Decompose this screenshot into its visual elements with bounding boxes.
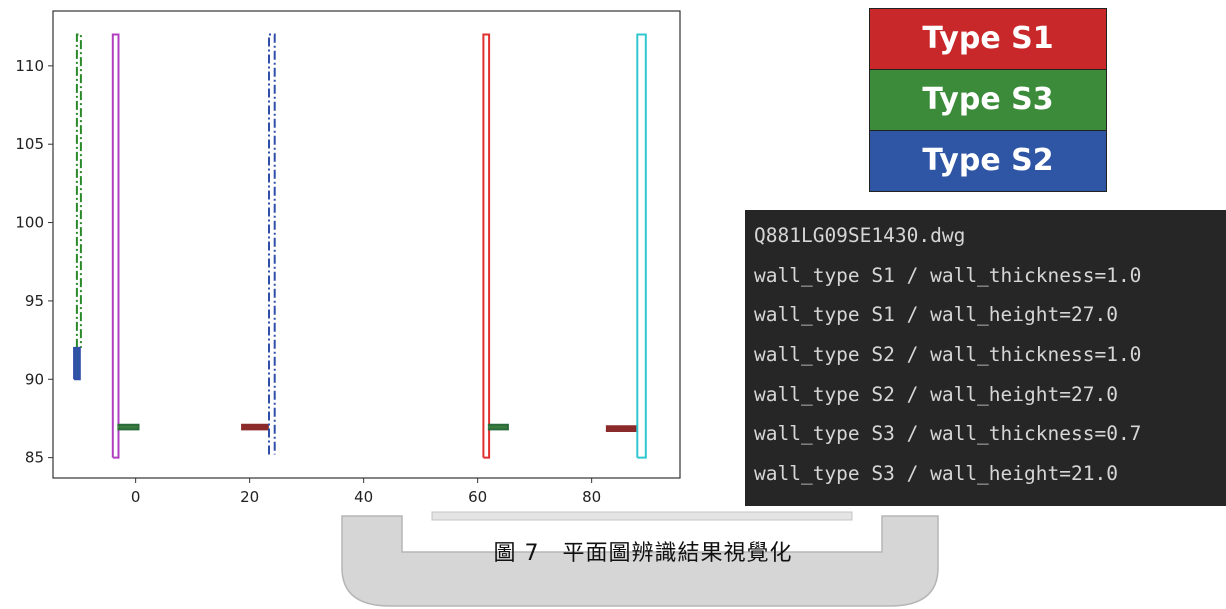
- wall-series-7: [487, 423, 509, 431]
- x-tick-label: 40: [354, 488, 373, 506]
- wall-plot: 0 20 40 60 80 85 90 95 100 105 110: [15, 10, 681, 506]
- wall-type-legend: Type S1 Type S3 Type S2: [869, 8, 1107, 192]
- console-line: wall_type S2 / wall_thickness=1.0: [754, 343, 1142, 367]
- wall-series-0: [75, 33, 82, 348]
- wall-series-8: [605, 425, 637, 432]
- legend-item-type-s2: Type S2: [870, 131, 1106, 191]
- wall-series-9: [636, 33, 647, 459]
- legend-item-type-s3: Type S3: [870, 70, 1106, 131]
- wall-series-3: [117, 423, 140, 431]
- caption-bracket: [341, 511, 939, 607]
- console-line: wall_type S3 / wall_thickness=0.7: [754, 422, 1142, 446]
- plot-frame: [52, 10, 681, 479]
- y-tick-label: 95: [25, 292, 44, 310]
- wall-series-6: [482, 33, 491, 459]
- console-line: wall_type S2 / wall_height=27.0: [754, 382, 1118, 406]
- x-tick-label: 20: [240, 488, 259, 506]
- console-line: wall_type S3 / wall_height=21.0: [754, 462, 1118, 486]
- y-tick-label: 100: [15, 214, 44, 232]
- console-line: Q881LG09SE1430.dwg: [754, 224, 966, 247]
- wall-series-1: [73, 346, 81, 381]
- y-tick-label: 85: [25, 449, 44, 467]
- console-line: wall_type S1 / wall_thickness=1.0: [754, 263, 1142, 287]
- wall-series-4: [241, 423, 269, 431]
- y-tick-label: 105: [15, 135, 44, 153]
- console-output: Q881LG09SE1430.dwg wall_type S1 / wall_th…: [745, 210, 1226, 506]
- wall-series-5: [268, 33, 276, 455]
- x-tick-label: 60: [468, 488, 487, 506]
- figure-caption: 圖 7 平面圖辨識結果視覺化: [493, 541, 793, 566]
- x-tick-label: 80: [582, 488, 601, 506]
- x-tick-label: 0: [131, 488, 141, 506]
- y-tick-label: 90: [25, 370, 44, 388]
- legend-item-type-s1: Type S1: [870, 9, 1106, 70]
- bracket-shape: [341, 515, 939, 607]
- console-line: wall_type S1 / wall_height=27.0: [754, 303, 1118, 327]
- y-tick-label: 110: [15, 57, 44, 75]
- bracket-slot: [431, 511, 853, 521]
- wall-series-2: [111, 33, 120, 459]
